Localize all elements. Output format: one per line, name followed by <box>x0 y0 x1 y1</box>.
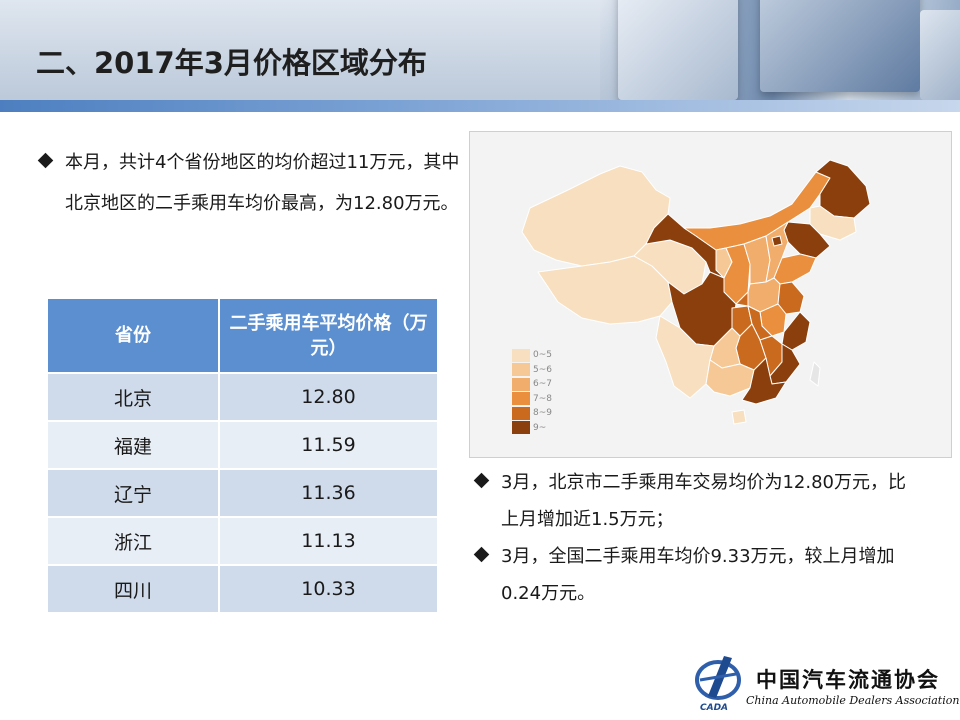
table-row: 四川 10.33 <box>48 564 437 612</box>
china-price-map: 0~5 5~6 6~7 7~8 8~9 9~ <box>469 131 952 458</box>
header-banner: 二、2017年3月价格区域分布 <box>0 0 960 112</box>
legend-item: 6~7 <box>512 377 552 392</box>
legend-label: 9~ <box>533 422 547 433</box>
intro-paragraph: 本月，共计4个省份地区的均价超过11万元，其中北京地区的二手乘用车均价最高，为1… <box>36 142 466 224</box>
list-item: 3月，全国二手乘用车均价9.33万元，较上月增加0.24万元。 <box>472 538 912 612</box>
logo-name-en: China Automobile Dealers Association <box>746 694 960 707</box>
region-jilin <box>809 205 857 241</box>
legend-label: 6~7 <box>533 379 552 390</box>
header-cube-image <box>920 10 960 100</box>
list-item: 3月，北京市二手乘用车交易均价为12.80万元，比上月增加近1.5万元； <box>472 464 912 538</box>
legend-swatch <box>512 406 530 420</box>
legend-label: 7~8 <box>533 393 552 404</box>
legend-swatch <box>512 363 530 377</box>
province-cell: 辽宁 <box>48 468 220 517</box>
price-cell: 12.80 <box>219 372 437 421</box>
header-cube-image <box>618 0 738 100</box>
notes-list: 3月，北京市二手乘用车交易均价为12.80万元，比上月增加近1.5万元； 3月，… <box>472 464 912 612</box>
intro-text: 本月，共计4个省份地区的均价超过11万元，其中北京地区的二手乘用车均价最高，为1… <box>65 152 460 214</box>
table-row: 北京 12.80 <box>48 372 437 421</box>
province-cell: 四川 <box>48 564 220 612</box>
legend-item: 8~9 <box>512 406 552 421</box>
legend-item: 7~8 <box>512 392 552 407</box>
price-cell: 11.36 <box>219 468 437 517</box>
note-text: 3月，全国二手乘用车均价9.33万元，较上月增加0.24万元。 <box>501 546 895 604</box>
table-row: 辽宁 11.36 <box>48 468 437 517</box>
column-header-price: 二手乘用车平均价格（万元） <box>219 299 437 373</box>
province-cell: 福建 <box>48 420 220 469</box>
cada-logo-mark-icon: CADA <box>695 656 741 712</box>
price-cell: 11.59 <box>219 420 437 469</box>
province-cell: 浙江 <box>48 516 220 565</box>
legend-swatch <box>512 348 530 362</box>
cada-logo: CADA 中国汽车流通协会 China Automobile Dealers A… <box>694 650 960 714</box>
column-header-province: 省份 <box>48 299 220 373</box>
diamond-bullet-icon <box>473 546 490 563</box>
logo-mark-text: CADA <box>700 703 728 712</box>
table-row: 浙江 11.13 <box>48 516 437 565</box>
legend-item: 5~6 <box>512 363 552 378</box>
region-taiwan <box>809 361 821 387</box>
region-guangdong <box>741 357 787 405</box>
note-text: 3月，北京市二手乘用车交易均价为12.80万元，比上月增加近1.5万元； <box>501 472 906 530</box>
legend-item: 0~5 <box>512 348 552 363</box>
legend-label: 0~5 <box>533 350 552 361</box>
china-map-svg <box>521 159 871 425</box>
diamond-bullet-icon <box>37 152 54 169</box>
map-legend: 0~5 5~6 6~7 7~8 8~9 9~ <box>512 348 552 435</box>
region-beijing <box>771 235 783 247</box>
price-cell: 11.13 <box>219 516 437 565</box>
region-hainan <box>731 409 747 425</box>
header-rule <box>0 100 960 112</box>
legend-label: 8~9 <box>533 408 552 419</box>
page-title: 二、2017年3月价格区域分布 <box>36 46 427 80</box>
province-cell: 北京 <box>48 372 220 421</box>
logo-name-cn: 中国汽车流通协会 <box>756 667 940 692</box>
legend-item: 9~ <box>512 421 552 436</box>
legend-swatch <box>512 392 530 406</box>
legend-swatch <box>512 377 530 391</box>
header-cube-image <box>760 0 920 92</box>
price-table: 省份 二手乘用车平均价格（万元） 北京 12.80 福建 11.59 辽宁 11… <box>48 299 437 612</box>
legend-label: 5~6 <box>533 364 552 375</box>
price-cell: 10.33 <box>219 564 437 612</box>
table-row: 福建 11.59 <box>48 420 437 469</box>
diamond-bullet-icon <box>473 472 490 489</box>
region-zhejiang <box>781 311 811 351</box>
legend-swatch <box>512 421 530 435</box>
